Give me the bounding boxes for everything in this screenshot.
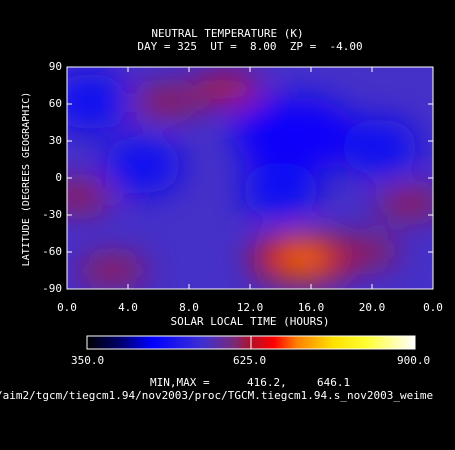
chart-subtitle: DAY = 325 UT = 8.00 ZP = -4.00 <box>137 40 363 53</box>
y-tick-label: -30 <box>42 208 62 221</box>
hot-region-4 <box>330 239 399 265</box>
y-tick-label: 30 <box>48 134 62 147</box>
hot-region-6 <box>67 183 114 210</box>
footer-file-path: /aim2/tgcm/tiegcm1.94/nov2003/proc/TGCM.… <box>0 389 434 402</box>
x-tick-label: 12.0 <box>236 301 264 314</box>
y-tick-label: -60 <box>42 245 62 258</box>
min-value: 416.2, <box>247 376 287 389</box>
x-tick-label: 20.0 <box>358 301 386 314</box>
x-axis-ticks <box>66 67 434 289</box>
min-max-label: MIN,MAX = <box>150 376 210 389</box>
cold-region-1 <box>105 137 182 194</box>
x-tick-label: 0.0 <box>423 301 443 314</box>
x-axis-label: SOLAR LOCAL TIME (HOURS) <box>170 315 330 328</box>
hot-region-1 <box>193 76 262 103</box>
x-tick-label: 0.0 <box>57 301 77 314</box>
y-tick-label: 0 <box>55 171 62 184</box>
cold-region-2 <box>67 73 128 130</box>
y-tick-label: -90 <box>42 282 62 295</box>
hot-region-5 <box>376 189 433 216</box>
y-tick-label: 60 <box>48 97 62 110</box>
colorbar-min-label: 350.0 <box>71 354 105 367</box>
max-value: 646.1 <box>317 376 351 389</box>
heatmap-field <box>67 67 433 289</box>
x-tick-label: 16.0 <box>297 301 325 314</box>
chart-title: NEUTRAL TEMPERATURE (K) <box>151 27 304 40</box>
x-tick-label: 4.0 <box>118 301 138 314</box>
colorbar-mid-label: 625.0 <box>233 354 267 367</box>
hot-region-3 <box>78 257 147 284</box>
cold-region-0 <box>233 96 358 173</box>
y-tick-label: 90 <box>48 60 62 73</box>
cold-region-3 <box>341 119 418 176</box>
y-axis-ticks <box>67 66 433 290</box>
hot-region-2 <box>132 88 201 115</box>
x-tick-label: 8.0 <box>179 301 199 314</box>
cold-region-4 <box>242 162 319 219</box>
colorbar-max-label: 900.0 <box>397 354 431 367</box>
hot-region-core <box>281 246 326 271</box>
